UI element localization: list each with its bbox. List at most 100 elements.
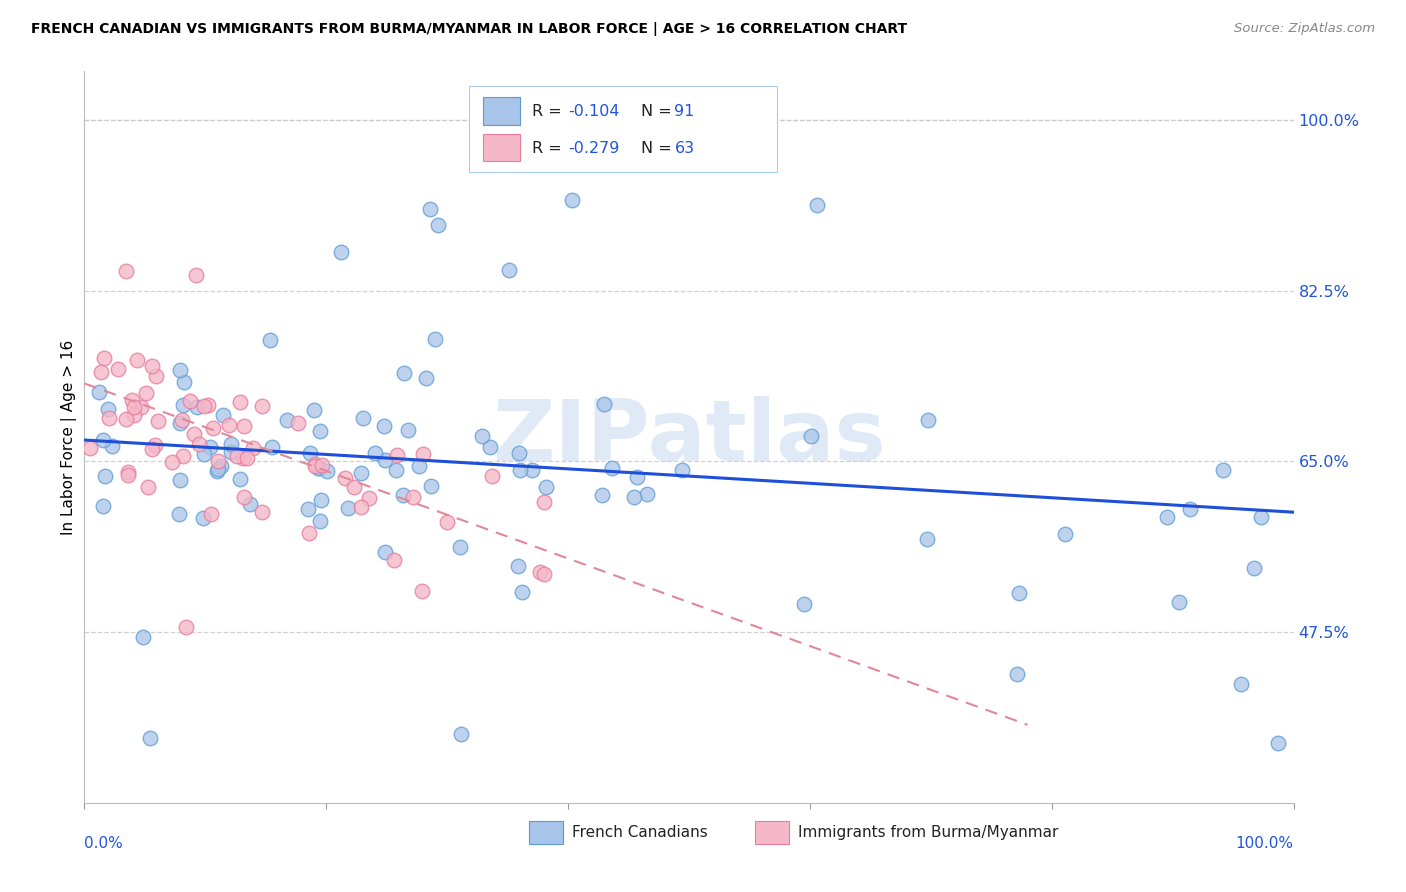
Point [412, 447, 434, 461]
Point [129, 400, 152, 414]
Text: FRENCH CANADIAN VS IMMIGRANTS FROM BURMA/MYANMAR IN LABOR FORCE | AGE > 16 CORRE: FRENCH CANADIAN VS IMMIGRANTS FROM BURMA… [31, 22, 907, 37]
Point [219, 437, 242, 451]
Point [298, 525, 321, 540]
Point [510, 584, 533, 599]
Point [93, 469, 115, 483]
Point [121, 392, 143, 407]
Point [529, 566, 551, 580]
Point [426, 218, 449, 232]
Point [135, 386, 157, 401]
Point [145, 438, 167, 452]
Point [197, 398, 219, 412]
Text: ZIPatlas: ZIPatlas [492, 395, 886, 479]
Point [145, 368, 167, 383]
Text: 100.0%: 100.0% [1236, 836, 1294, 851]
Point [304, 457, 326, 471]
Point [343, 480, 366, 494]
FancyBboxPatch shape [755, 821, 789, 845]
Point [352, 410, 374, 425]
Point [207, 464, 229, 478]
FancyBboxPatch shape [468, 86, 778, 172]
Text: N =: N = [641, 104, 676, 120]
Point [520, 463, 543, 477]
Text: N =: N = [641, 141, 676, 156]
Point [800, 429, 823, 443]
Point [533, 495, 555, 509]
Point [172, 449, 194, 463]
Point [174, 620, 197, 634]
Point [79, 441, 101, 455]
Point [420, 478, 443, 492]
Point [287, 416, 309, 430]
Point [536, 480, 558, 494]
Point [508, 446, 530, 460]
Point [806, 198, 828, 212]
Point [276, 413, 298, 427]
Point [623, 490, 645, 504]
Point [97, 410, 120, 425]
Point [533, 567, 555, 582]
Text: 0.0%: 0.0% [84, 836, 124, 851]
Y-axis label: In Labor Force | Age > 16: In Labor Force | Age > 16 [62, 340, 77, 534]
Point [200, 440, 222, 454]
FancyBboxPatch shape [484, 134, 520, 161]
Point [242, 442, 264, 456]
Point [450, 727, 472, 741]
Point [506, 558, 529, 573]
Point [449, 540, 471, 554]
Point [1229, 677, 1251, 691]
Point [1212, 463, 1234, 477]
Text: R =: R = [531, 104, 567, 120]
Point [87, 385, 110, 400]
Point [385, 463, 408, 477]
Point [357, 491, 380, 505]
Text: Source: ZipAtlas.com: Source: ZipAtlas.com [1234, 22, 1375, 36]
Point [90, 365, 112, 379]
Point [329, 244, 352, 259]
Point [481, 468, 503, 483]
Point [350, 500, 373, 515]
Point [173, 375, 195, 389]
FancyBboxPatch shape [529, 821, 564, 845]
Point [394, 367, 416, 381]
Point [498, 263, 520, 277]
Point [232, 450, 254, 465]
Point [228, 472, 250, 486]
Point [184, 268, 207, 282]
Text: 91: 91 [675, 104, 695, 120]
Point [239, 497, 262, 511]
Point [364, 446, 387, 460]
Point [107, 362, 129, 376]
Point [232, 490, 254, 504]
Point [93, 499, 115, 513]
Point [124, 400, 146, 414]
Point [374, 453, 396, 467]
Point [1180, 502, 1202, 516]
Point [793, 597, 815, 611]
Point [419, 202, 441, 216]
Point [236, 451, 259, 466]
Point [316, 464, 339, 478]
Text: French Canadians: French Canadians [572, 825, 707, 840]
Point [179, 394, 201, 409]
Point [308, 461, 330, 475]
Point [201, 421, 224, 435]
Point [1054, 527, 1077, 541]
Point [471, 428, 494, 442]
Text: R =: R = [531, 141, 567, 156]
Point [229, 395, 252, 409]
Point [436, 515, 458, 529]
Point [193, 447, 215, 461]
Point [250, 400, 273, 414]
Point [297, 501, 319, 516]
Text: 63: 63 [675, 141, 695, 156]
Point [308, 514, 330, 528]
Point [373, 419, 395, 434]
Point [626, 470, 648, 484]
Point [232, 419, 254, 434]
Point [302, 403, 325, 417]
Point [169, 473, 191, 487]
Point [309, 492, 332, 507]
Point [385, 448, 408, 462]
Point [1243, 561, 1265, 575]
